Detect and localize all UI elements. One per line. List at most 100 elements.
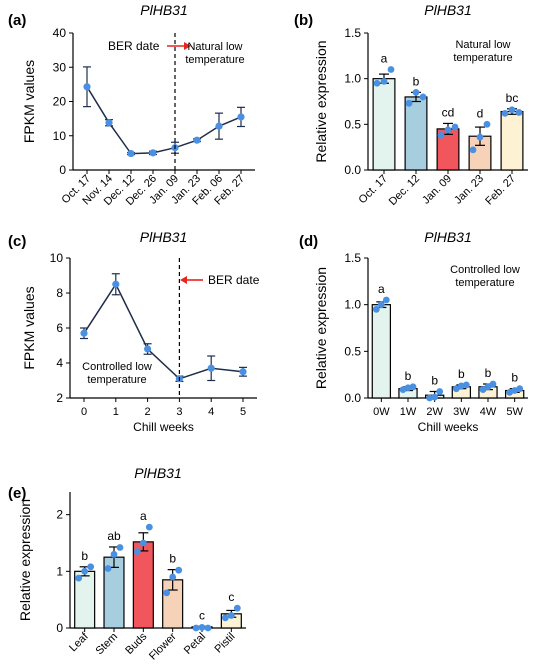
- significance-letter: b: [431, 373, 438, 387]
- y-tick-label: 0.0: [344, 163, 361, 177]
- data-point: [116, 544, 124, 551]
- bar: [132, 541, 154, 629]
- significance-letter: bc: [506, 91, 519, 105]
- data-point: [452, 385, 460, 393]
- y-tick-label: 0: [59, 163, 66, 177]
- data-point: [83, 83, 91, 91]
- bar: [372, 78, 396, 171]
- data-point: [149, 149, 157, 157]
- data-point: [451, 123, 459, 131]
- data-point: [239, 368, 247, 376]
- annotation-natural-low-temperature-line: temperature: [185, 54, 244, 66]
- data-point: [227, 612, 235, 619]
- data-point: [483, 120, 491, 128]
- data-point: [412, 88, 420, 96]
- y-axis-label: Relative expression: [313, 267, 329, 389]
- y-tick-label: 1.5: [344, 251, 361, 265]
- data-point: [104, 565, 112, 572]
- significance-letter: b: [169, 552, 176, 566]
- data-point: [169, 573, 177, 581]
- x-tick-label: 0: [81, 406, 87, 418]
- annotation-natural-low-temperature: Natural low temperature: [453, 39, 512, 64]
- significance-letter: c: [199, 608, 205, 622]
- data-point: [444, 126, 452, 134]
- x-tick-label: 5: [240, 406, 246, 418]
- bar: [371, 304, 391, 399]
- data-point: [163, 589, 171, 597]
- significance-letter: b: [485, 366, 492, 380]
- data-point: [382, 296, 390, 304]
- y-tick-label: 1.0: [344, 298, 361, 312]
- chart-title: PlHB31: [424, 229, 471, 245]
- y-tick-label: 10: [50, 251, 64, 265]
- significance-letter: ab: [107, 529, 121, 543]
- panel-label: (b): [294, 12, 313, 29]
- data-point: [175, 566, 183, 574]
- y-tick-label: 10: [53, 129, 67, 143]
- y-tick-label: 2: [56, 391, 63, 405]
- y-tick-label: 8: [56, 286, 63, 300]
- data-point: [372, 305, 380, 313]
- annotation-natural-low-temperature-line: Natural low: [455, 39, 510, 51]
- y-axis-label: Relative expression: [17, 499, 33, 621]
- annotation-controlled-low-temperature-line: temperature: [455, 277, 514, 289]
- bar: [404, 96, 428, 171]
- chart-title: PlHB31: [140, 2, 187, 18]
- chart-title: PlHB31: [134, 465, 181, 481]
- data-point: [409, 383, 417, 391]
- data-point: [87, 563, 95, 571]
- annotation-controlled-low-temperature-line: temperature: [87, 374, 146, 386]
- x-tick-label: 0W: [373, 406, 390, 418]
- data-point: [145, 523, 153, 531]
- significance-letter: c: [228, 590, 234, 604]
- data-point: [501, 109, 509, 117]
- x-tick-label: 2W: [426, 406, 443, 418]
- y-tick-label: 4: [56, 356, 63, 370]
- annotation-ber-date: BER date: [208, 273, 260, 287]
- y-axis-label: FPKM values: [21, 60, 37, 143]
- data-point: [193, 136, 201, 144]
- panel-label: (d): [299, 233, 318, 250]
- chart-title: PlHB31: [424, 2, 471, 18]
- annotation-controlled-low-temperature: Controlled low temperature: [82, 361, 152, 386]
- y-tick-label: 0.5: [344, 344, 361, 358]
- data-point: [484, 383, 492, 391]
- y-tick-label: 0.0: [344, 391, 361, 405]
- red-arrow-head: [180, 276, 187, 284]
- y-tick-label: 20: [53, 95, 67, 109]
- x-tick-label: 4: [208, 406, 214, 418]
- annotation-natural-low-temperature-line: temperature: [453, 52, 512, 64]
- data-point: [139, 539, 147, 547]
- data-point: [207, 364, 215, 372]
- red-arrow-head: [184, 42, 191, 50]
- y-tick-label: 2: [56, 508, 63, 522]
- panel-label: (e): [8, 485, 26, 502]
- data-point: [198, 624, 206, 631]
- significance-letter: b: [511, 371, 518, 385]
- x-tick-label: 3: [176, 406, 182, 418]
- series-line: [83, 282, 244, 380]
- annotation-controlled-low-temperature-line: Controlled low: [82, 361, 152, 373]
- data-point: [110, 550, 118, 558]
- x-tick-label: 2: [145, 406, 151, 418]
- data-point: [515, 109, 523, 116]
- data-point: [469, 146, 477, 154]
- significance-letter: b: [81, 549, 88, 563]
- significance-letter: b: [458, 367, 465, 381]
- significance-letter: cd: [442, 105, 455, 119]
- y-tick-label: 40: [53, 26, 67, 40]
- data-point: [437, 131, 445, 139]
- data-point: [462, 381, 470, 389]
- data-point: [127, 149, 135, 158]
- significance-letter: d: [477, 106, 484, 120]
- significance-letter: a: [140, 509, 147, 523]
- data-point: [80, 329, 88, 337]
- data-point: [233, 604, 241, 612]
- data-point: [508, 106, 516, 114]
- y-tick-label: 0: [56, 621, 63, 635]
- data-point: [516, 385, 524, 393]
- x-axis-label: Chill weeks: [418, 420, 479, 434]
- data-point: [479, 386, 487, 393]
- data-point: [105, 119, 113, 127]
